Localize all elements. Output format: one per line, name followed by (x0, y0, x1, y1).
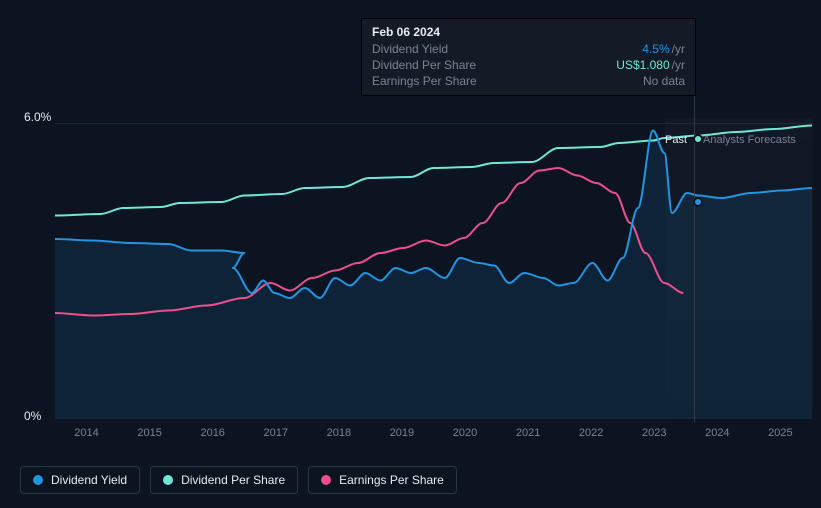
x-tick-label: 2018 (327, 427, 351, 439)
y-axis-max-label: 6.0% (24, 110, 51, 124)
x-tick-label: 2016 (200, 427, 224, 439)
x-tick-label: 2015 (137, 427, 161, 439)
x-tick-label: 2025 (768, 427, 792, 439)
tooltip-date: Feb 06 2024 (372, 25, 685, 39)
x-tick-label: 2024 (705, 427, 729, 439)
forecast-label: Analysts Forecasts (703, 134, 796, 146)
chart-area: 6.0% 0% Past Analysts Forecasts 2014 2015… (20, 15, 810, 445)
gridline (55, 418, 812, 419)
x-tick-label: 2022 (579, 427, 603, 439)
tooltip-label: Dividend Yield (372, 42, 448, 56)
legend-label: Earnings Per Share (339, 473, 444, 487)
x-tick-label: 2023 (642, 427, 666, 439)
x-axis-labels: 2014 2015 2016 2017 2018 2019 2020 2021 2022 2023… (55, 427, 812, 439)
legend-dot-icon (163, 475, 173, 485)
divider-marker (693, 134, 703, 144)
hover-marker (693, 197, 703, 207)
tooltip-label: Dividend Per Share (372, 58, 476, 72)
x-tick-label: 2019 (390, 427, 414, 439)
past-label: Past (665, 134, 687, 146)
tooltip-row: Dividend Per Share US$1.080/yr (372, 57, 685, 73)
legend-label: Dividend Yield (51, 473, 127, 487)
legend-dot-icon (33, 475, 43, 485)
x-tick-label: 2021 (516, 427, 540, 439)
tooltip-value: No data (643, 74, 685, 88)
tooltip-value: 4.5%/yr (642, 42, 685, 56)
tooltip-row: Dividend Yield 4.5%/yr (372, 41, 685, 57)
tooltip-value: US$1.080/yr (616, 58, 685, 72)
tooltip-label: Earnings Per Share (372, 74, 477, 88)
chart-svg[interactable] (55, 118, 812, 418)
y-axis-min-label: 0% (24, 409, 41, 423)
x-tick-label: 2014 (74, 427, 98, 439)
legend-label: Dividend Per Share (181, 473, 285, 487)
legend-item[interactable]: Dividend Yield (20, 466, 140, 494)
legend-item[interactable]: Dividend Per Share (150, 466, 298, 494)
x-tick-label: 2017 (264, 427, 288, 439)
legend-item[interactable]: Earnings Per Share (308, 466, 457, 494)
legend-dot-icon (321, 475, 331, 485)
tooltip-row: Earnings Per Share No data (372, 73, 685, 89)
legend: Dividend Yield Dividend Per Share Earnings… (20, 466, 457, 494)
x-tick-label: 2020 (453, 427, 477, 439)
tooltip: Feb 06 2024 Dividend Yield4.5%/yrDividen… (361, 18, 696, 96)
